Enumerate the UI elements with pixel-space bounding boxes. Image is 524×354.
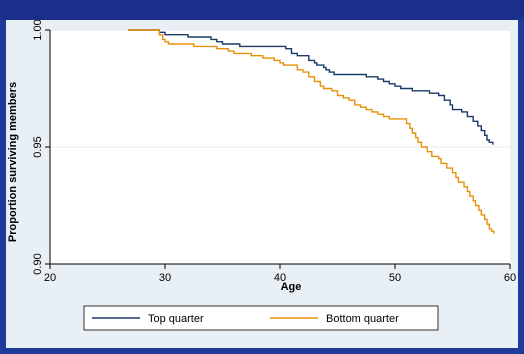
- chart-panel: 20 30 40 50 60 0.90 0.95 1.00 Proportion surviv…: [6, 20, 518, 348]
- y-tick-label-1: 0.95: [32, 136, 44, 157]
- x-tick-label-2: 40: [274, 272, 286, 284]
- x-tick-label-1: 30: [159, 272, 171, 284]
- legend-label-top-quarter: Top quarter: [148, 313, 204, 325]
- top-bar: [0, 0, 524, 20]
- x-axis-title: Age: [281, 281, 302, 293]
- y-tick-label-0: 0.90: [32, 253, 44, 274]
- x-tick-label-3: 50: [389, 272, 401, 284]
- x-tick-label-0: 20: [44, 272, 56, 284]
- x-tick-label-4: 60: [504, 272, 516, 284]
- survival-chart: 20 30 40 50 60 0.90 0.95 1.00 Proportion surviv…: [7, 20, 516, 331]
- y-tick-label-2: 1.00: [32, 20, 44, 41]
- y-axis-title: Proportion surviving members: [7, 82, 19, 242]
- series-layer: [128, 29, 495, 234]
- legend: Top quarter Bottom quarter: [83, 305, 439, 331]
- legend-label-bottom-quarter: Bottom quarter: [326, 313, 399, 325]
- series-line-top-quarter: [128, 29, 494, 145]
- series-line-bottom-quarter: [128, 29, 495, 234]
- axes: 20 30 40 50 60 0.90 0.95 1.00: [32, 20, 516, 284]
- legend-box: [83, 305, 439, 331]
